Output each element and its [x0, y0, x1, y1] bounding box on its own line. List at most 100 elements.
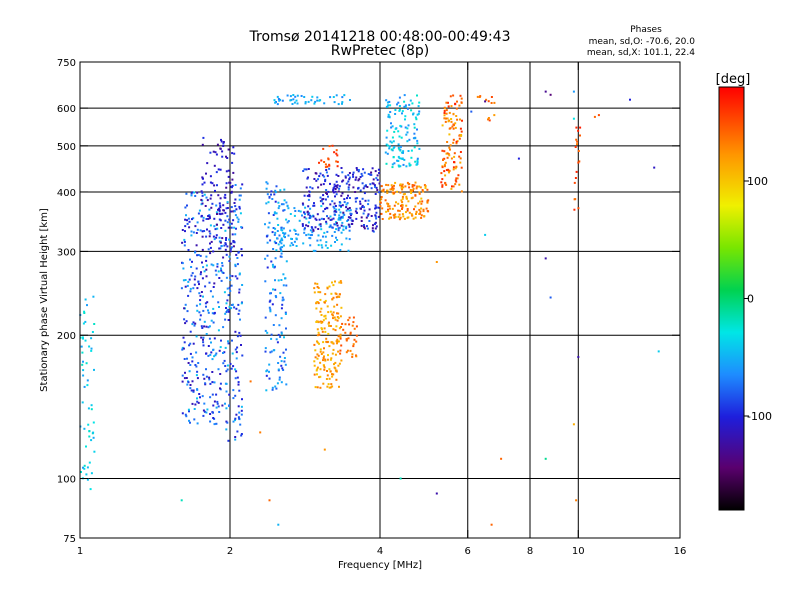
data-point	[189, 387, 192, 390]
data-point	[304, 101, 307, 103]
data-point	[397, 130, 400, 133]
data-point	[324, 244, 327, 247]
data-point	[228, 393, 231, 396]
data-point	[326, 247, 329, 249]
data-point	[402, 215, 405, 218]
data-point	[270, 190, 273, 193]
data-point	[544, 257, 547, 260]
data-point	[313, 360, 316, 363]
data-point	[576, 143, 578, 146]
data-point	[331, 234, 334, 237]
data-point	[188, 410, 190, 413]
data-point	[282, 244, 285, 247]
data-point	[399, 183, 402, 186]
data-point	[199, 303, 202, 306]
data-point	[309, 244, 312, 247]
data-point	[224, 318, 227, 321]
data-point	[456, 177, 459, 180]
data-point	[319, 375, 322, 378]
data-point	[416, 94, 418, 97]
data-point	[273, 193, 276, 196]
data-point	[366, 227, 369, 230]
data-point	[329, 325, 332, 327]
data-point	[224, 312, 227, 315]
data-point	[221, 271, 224, 274]
data-point	[397, 146, 400, 149]
data-point	[211, 202, 214, 205]
data-point	[350, 219, 353, 222]
data-point	[448, 127, 451, 130]
data-point	[313, 202, 315, 205]
data-point	[184, 218, 187, 221]
data-point	[340, 281, 343, 284]
data-point	[280, 237, 283, 240]
data-point	[241, 284, 244, 286]
data-point	[223, 291, 226, 294]
data-point	[444, 174, 447, 177]
data-point	[217, 208, 219, 211]
data-point	[181, 241, 184, 244]
data-point	[312, 204, 315, 207]
data-point	[329, 182, 331, 185]
data-point	[412, 217, 415, 220]
data-point	[340, 243, 343, 246]
data-point	[357, 179, 360, 182]
data-point	[447, 120, 450, 123]
data-point	[334, 329, 337, 332]
data-point	[334, 223, 337, 226]
data-point	[347, 186, 350, 189]
data-point	[452, 138, 455, 141]
data-point	[188, 220, 191, 223]
data-point	[341, 101, 344, 104]
data-point	[381, 189, 384, 192]
data-point	[326, 370, 328, 372]
data-point	[194, 403, 197, 406]
data-point	[427, 199, 430, 202]
data-point	[487, 117, 490, 119]
data-point	[341, 171, 344, 174]
data-point	[351, 219, 354, 222]
data-point	[406, 107, 409, 110]
data-point	[315, 218, 318, 221]
data-point	[393, 162, 396, 165]
data-point	[240, 302, 243, 305]
data-point	[266, 241, 269, 244]
data-point	[323, 327, 326, 330]
data-point	[316, 239, 319, 242]
data-point	[404, 104, 407, 107]
data-point	[390, 184, 393, 187]
data-point	[211, 371, 214, 373]
data-point	[447, 105, 450, 108]
data-point	[398, 96, 401, 99]
data-point	[450, 187, 453, 190]
data-point	[452, 127, 455, 130]
data-point	[90, 337, 93, 340]
data-point	[416, 161, 419, 163]
data-point	[388, 100, 391, 103]
data-point	[290, 237, 293, 240]
data-point	[285, 348, 287, 351]
data-point	[219, 247, 222, 250]
data-point	[435, 261, 438, 263]
data-point	[326, 358, 329, 361]
data-point	[236, 216, 239, 219]
data-point	[238, 205, 241, 208]
data-point	[224, 229, 227, 232]
data-point	[376, 178, 379, 181]
data-point	[332, 96, 335, 98]
data-point	[183, 318, 186, 321]
data-point	[334, 241, 336, 243]
data-point	[300, 95, 303, 97]
data-point	[410, 109, 413, 112]
y-tick-label: 750	[57, 58, 76, 69]
data-point	[200, 198, 203, 201]
data-point	[313, 343, 316, 346]
data-point	[333, 223, 336, 226]
data-point	[404, 115, 407, 118]
data-point	[213, 381, 216, 384]
data-point	[415, 163, 418, 166]
data-point	[191, 260, 193, 263]
data-point	[411, 185, 414, 188]
data-point	[202, 136, 205, 139]
data-point	[416, 159, 419, 162]
